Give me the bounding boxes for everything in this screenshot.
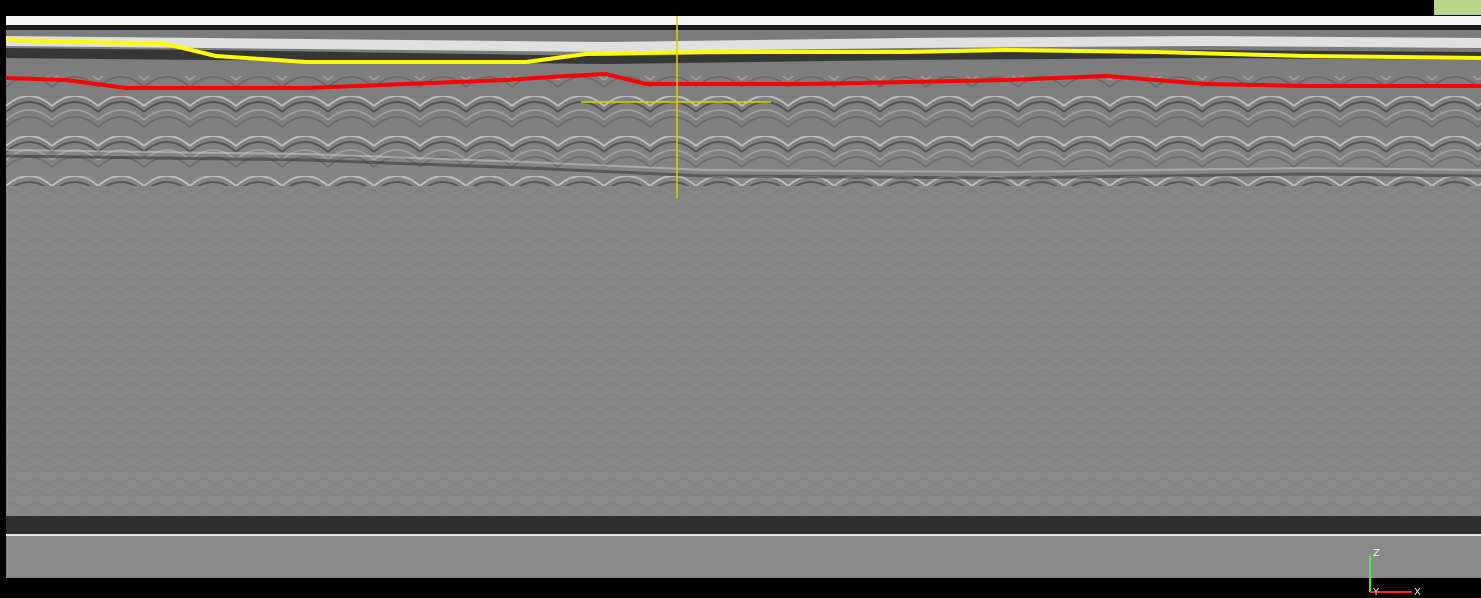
bottom-dark-band xyxy=(6,516,1481,534)
hyperbola-zone xyxy=(6,76,1481,186)
axis-gizmo: Z Y X xyxy=(1369,548,1421,598)
panel-separator xyxy=(6,534,1481,536)
bottom-bar xyxy=(0,578,1481,598)
surface-band-white-2 xyxy=(6,36,1481,52)
left-border xyxy=(0,16,6,598)
radargram-canvas[interactable] xyxy=(6,16,1481,534)
status-swatch[interactable] xyxy=(1434,0,1481,15)
top-bar xyxy=(0,0,1481,16)
x-axis-label: X xyxy=(1414,587,1421,598)
z-axis-label: Z xyxy=(1373,548,1380,559)
surface-band-dark xyxy=(6,25,1481,30)
status-panel xyxy=(6,536,1481,578)
y-axis-label: Y xyxy=(1372,587,1380,598)
deep-reflector xyxy=(6,154,1481,180)
horizon-red xyxy=(6,71,1481,90)
horizon-yellow xyxy=(6,38,1481,64)
deep-reflector-bright xyxy=(6,149,1481,174)
texture-zone xyxy=(6,176,1481,516)
surface-band-white xyxy=(6,16,1481,25)
